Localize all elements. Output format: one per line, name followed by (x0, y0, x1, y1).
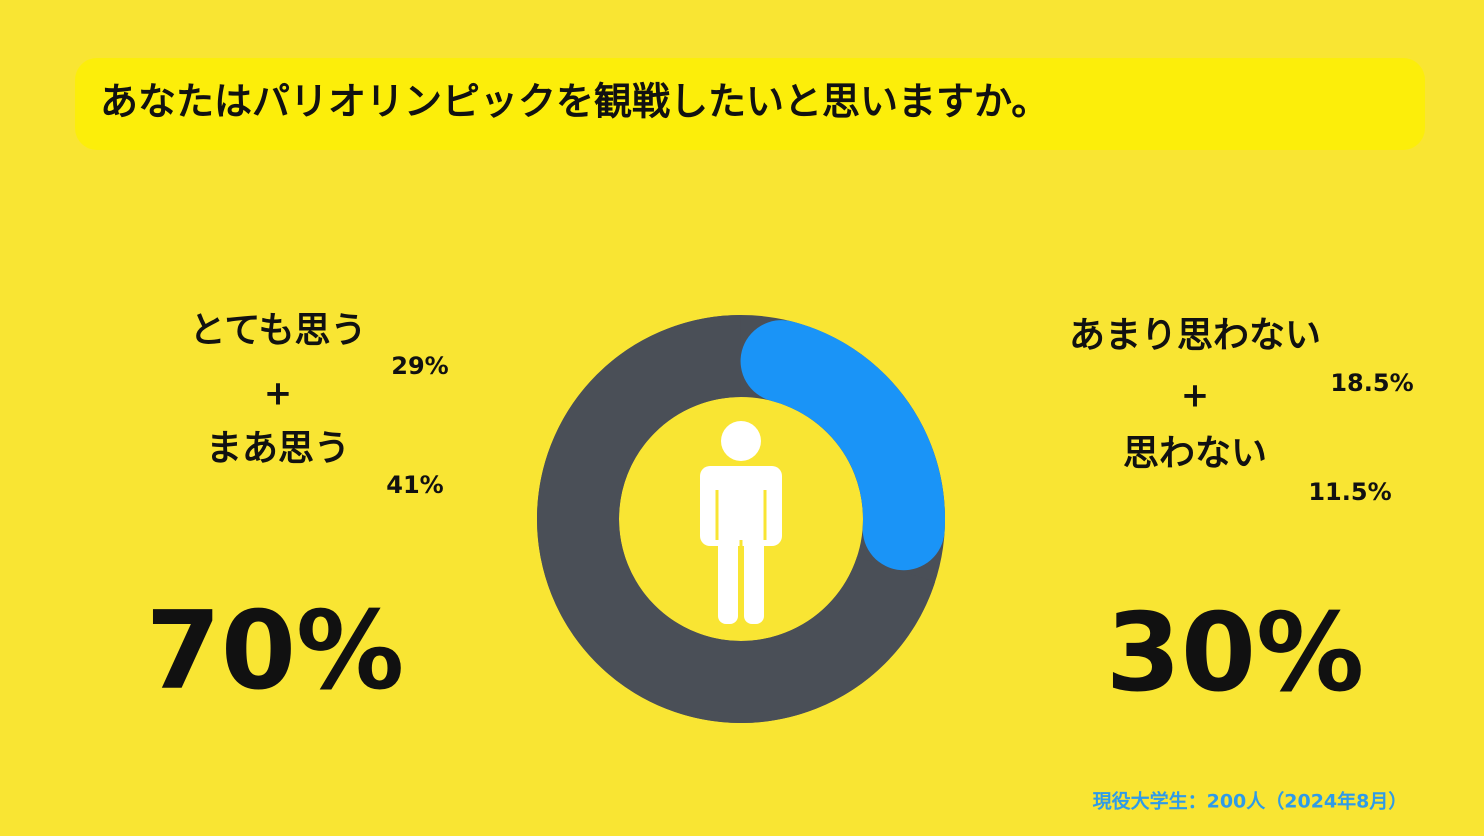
person-lines (715, 490, 767, 626)
title-box (75, 58, 1425, 150)
operator: + (1181, 376, 1210, 416)
person-icon (700, 421, 782, 624)
donut-segment (537, 315, 935, 723)
item-label: 18.5% (1330, 369, 1413, 397)
item-label: 29% (391, 352, 448, 380)
note: 現役大学生：200人（2024年8月） (1093, 790, 1408, 813)
item-name: 思わない (1123, 433, 1267, 474)
item-label: 41% (386, 471, 443, 499)
item-name: あまり思わない (1069, 315, 1321, 356)
chart-title: あなたはパリオリンピックを観戦したいと思いますか。 (100, 80, 1049, 124)
item-label: 11.5% (1308, 478, 1391, 506)
operator: + (264, 374, 293, 414)
total-label: 30% (1106, 591, 1365, 716)
item-name: とても思う (189, 310, 366, 351)
donut (537, 315, 945, 723)
donut-segment (740, 320, 945, 571)
item-name: まあ思う (206, 428, 350, 469)
total-label: 70% (146, 589, 405, 714)
